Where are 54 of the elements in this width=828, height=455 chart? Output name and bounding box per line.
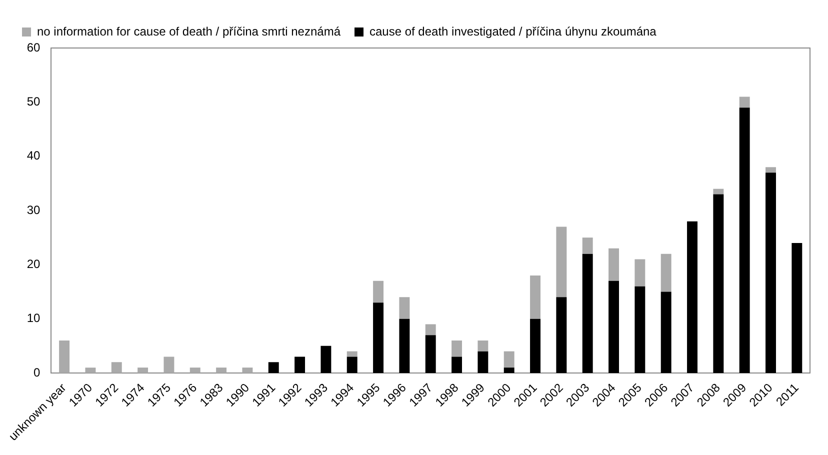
bar xyxy=(399,297,410,319)
bar xyxy=(346,351,358,357)
bar xyxy=(216,368,227,373)
bar xyxy=(268,362,279,373)
bar xyxy=(530,318,540,373)
bar xyxy=(556,226,567,298)
bar xyxy=(660,254,672,292)
bar xyxy=(556,297,567,373)
y-tick-label: 20 xyxy=(26,256,41,271)
bar xyxy=(85,368,96,373)
bar xyxy=(713,188,724,194)
bar xyxy=(190,368,200,373)
bar xyxy=(766,167,776,173)
bar xyxy=(111,362,122,373)
bar xyxy=(634,259,646,286)
bar xyxy=(242,368,253,373)
y-tick-label: 0 xyxy=(34,365,41,380)
y-tick-label: 60 xyxy=(26,40,41,54)
bar xyxy=(346,356,358,373)
bar xyxy=(294,356,306,373)
y-tick-label: 50 xyxy=(26,94,41,108)
bar xyxy=(399,318,410,373)
bar xyxy=(792,242,802,373)
bar xyxy=(739,96,750,108)
bar xyxy=(425,335,436,373)
bar xyxy=(766,172,776,373)
bar xyxy=(634,286,646,373)
bar xyxy=(582,238,593,254)
bar xyxy=(373,302,384,373)
bar xyxy=(478,340,488,352)
y-tick-label: 40 xyxy=(26,148,41,163)
bar xyxy=(530,275,540,319)
bar xyxy=(164,356,174,373)
bar xyxy=(504,351,514,368)
bar xyxy=(478,351,488,373)
bar xyxy=(660,292,672,373)
bar xyxy=(504,368,514,373)
bar xyxy=(452,340,462,357)
bar xyxy=(582,254,593,373)
y-tick-label: 30 xyxy=(26,202,41,217)
bar xyxy=(425,324,436,336)
bar xyxy=(713,194,724,373)
legend-label: no information for cause of death / příčina smrti neznámá xyxy=(37,24,341,38)
bar xyxy=(608,248,619,281)
bar xyxy=(138,368,148,373)
y-tick-label: 10 xyxy=(26,311,41,326)
bar xyxy=(373,280,384,303)
bar xyxy=(687,221,698,373)
bar xyxy=(59,340,70,373)
bar xyxy=(608,280,619,373)
bar xyxy=(739,108,750,373)
bar xyxy=(320,346,332,373)
bar xyxy=(452,356,462,373)
legend-label: cause of death investigated / příčina úhynu zkoumána xyxy=(369,24,657,38)
